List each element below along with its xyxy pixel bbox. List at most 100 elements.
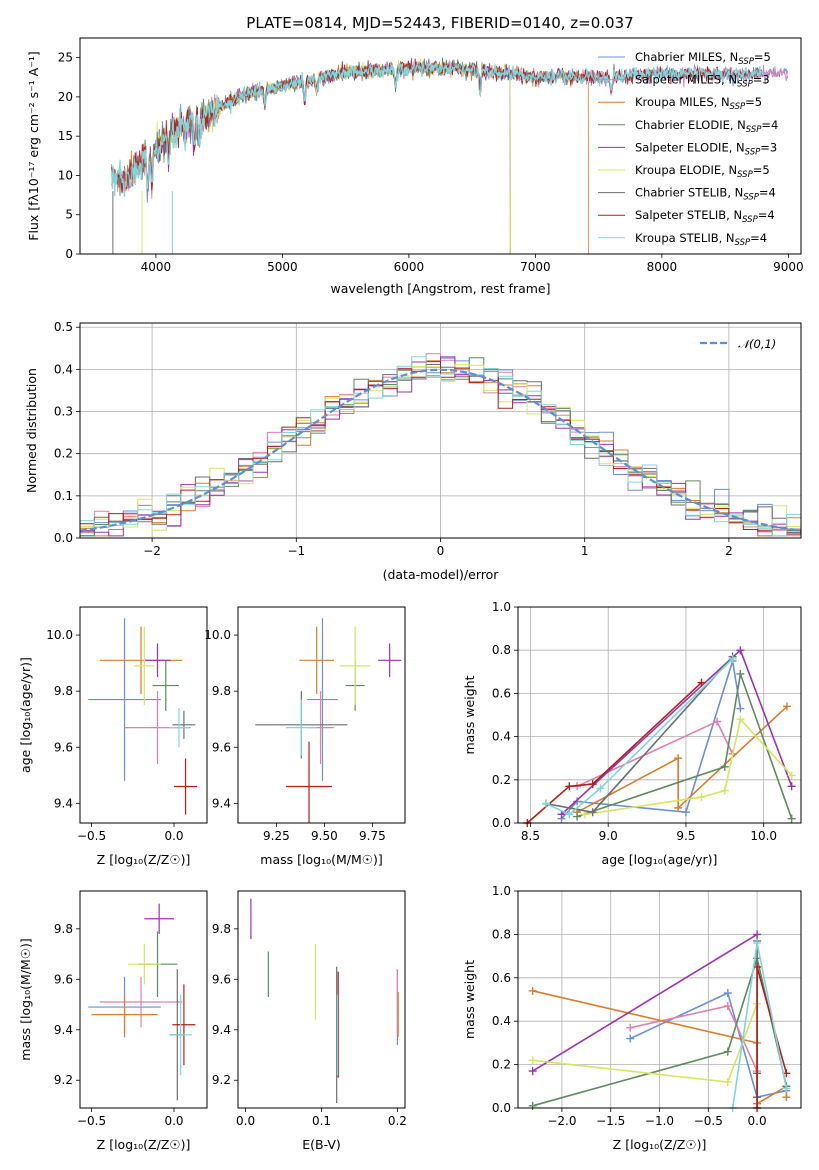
histogram-series — [80, 360, 801, 537]
mass-weight-marker — [723, 988, 732, 997]
x-axis-label: E(B-V) — [302, 1137, 341, 1152]
x-tick-label: −1.5 — [596, 1114, 625, 1128]
mass-weight-marker — [782, 1093, 791, 1102]
y-tick-label: 9.4 — [54, 1023, 73, 1037]
legend-label: 𝒩(0,1) — [738, 337, 776, 351]
mass-weight-line — [545, 656, 734, 814]
legend-label: Salpeter MILES, NSSP=3 — [635, 73, 770, 90]
spectrum-series-line — [141, 58, 511, 254]
errorbar-axes: −0.5 0.0 9.4 9.6 9.8 10.0 — [46, 628, 183, 843]
errorbar-axes: 0.0 0.1 0.2 9.2 9.4 9.6 9.8 — [212, 922, 407, 1128]
x-tick-label: 9.5 — [676, 829, 695, 843]
mass-weight-marker — [736, 646, 745, 655]
errorbar-points — [88, 618, 198, 815]
spectrum-series-line — [111, 61, 590, 254]
legend-label: Kroupa STELIB, NSSP=4 — [635, 231, 767, 248]
x-tick-label: 8000 — [647, 260, 678, 274]
errorbar-axes: −0.5 0.0 9.2 9.4 9.6 9.8 — [54, 922, 184, 1128]
y-tick-label: 10.0 — [46, 628, 73, 642]
axes-frame — [79, 37, 802, 255]
residual-legend: 𝒩(0,1) — [700, 337, 776, 351]
mass-weight-line — [532, 1003, 758, 1083]
residual-histograms — [80, 353, 801, 537]
errorbar-point — [339, 626, 371, 706]
y-tick-label: 0.4 — [492, 730, 511, 744]
errorbar-point — [285, 741, 333, 823]
mass-weight-marker — [720, 786, 729, 795]
x-tick-label: 4000 — [141, 260, 172, 274]
y-axis-label: Flux [fλ10⁻¹⁷ erg cm⁻² s⁻¹ A⁻¹] — [26, 51, 41, 240]
mass-weight-line — [545, 658, 734, 816]
x-axis-label: Z [log₁₀(Z/Z☉)] — [97, 1137, 191, 1152]
mass-weight-marker — [736, 704, 745, 713]
errorbar-point — [134, 626, 155, 706]
y-tick-label: 0.8 — [492, 643, 511, 657]
mass-weight-marker — [674, 754, 683, 763]
legend-label: Salpeter ELODIE, NSSP=3 — [635, 140, 777, 157]
x-tick-label: 9.50 — [311, 829, 338, 843]
errorbar-axes: 9.25 9.50 9.75 9.4 9.6 9.8 10.0 — [204, 628, 385, 843]
y-tick-label: 10.0 — [204, 628, 231, 642]
x-axis-label: (data-model)/error — [383, 567, 500, 582]
mass-weight-marker — [723, 1047, 732, 1056]
y-tick-label: 25 — [58, 51, 73, 65]
y-tick-label: 0.2 — [492, 773, 511, 787]
y-tick-label: 0.3 — [54, 405, 73, 419]
errorbar-point — [172, 710, 196, 739]
errorbar-point — [172, 984, 196, 1066]
errorbar-points — [88, 903, 196, 1101]
y-tick-label: 0.4 — [492, 1014, 511, 1028]
mass-weight-marker — [713, 717, 722, 726]
y-tick-label: 10 — [58, 168, 73, 182]
errorbar-points — [255, 618, 402, 823]
x-axis-label: age [log₁₀(age/yr)] — [602, 852, 718, 867]
errorbar-point — [169, 707, 189, 748]
histogram-series — [80, 356, 801, 537]
y-tick-label: 20 — [58, 90, 73, 104]
axes-frame — [79, 890, 208, 1109]
axes-frame — [79, 322, 802, 539]
x-axis-label: Z [log₁₀(Z/Z☉)] — [97, 852, 191, 867]
mass-weight-line — [532, 933, 758, 1072]
y-tick-label: 0.6 — [492, 686, 511, 700]
mass-weight-marker — [674, 803, 683, 812]
y-tick-label: 9.6 — [54, 972, 73, 986]
mass-weight-marker — [528, 1101, 537, 1110]
spectrum-series-line — [141, 57, 511, 254]
y-tick-label: 0.1 — [54, 489, 73, 503]
mass-weight-series — [523, 646, 796, 827]
spectrum-title: PLATE=0814, MJD=52443, FIBERID=0140, z=0… — [246, 14, 633, 32]
x-tick-label: 2 — [725, 544, 733, 558]
x-tick-label: −2.0 — [547, 1114, 576, 1128]
errorbar-point — [174, 758, 198, 815]
x-tick-label: 0.1 — [312, 1114, 331, 1128]
mass-weight-line — [560, 648, 793, 815]
y-tick-label: 0.2 — [54, 447, 73, 461]
spectrum-lines — [111, 57, 789, 254]
mass-weight-marker — [736, 715, 745, 724]
y-tick-label: 15 — [58, 129, 73, 143]
y-axis-label: Normed distribution — [24, 368, 39, 493]
mass-weight-marker — [528, 986, 537, 995]
y-tick-label: 9.6 — [54, 740, 73, 754]
mass-weight-line — [576, 670, 793, 819]
y-tick-label: 9.2 — [54, 1073, 73, 1087]
y-tick-label: 9.4 — [212, 796, 231, 810]
y-tick-label: 0.8 — [492, 927, 511, 941]
errorbar-point — [144, 643, 171, 678]
mass-weight-marker — [723, 1077, 732, 1086]
mass-weight-marker — [626, 1023, 635, 1032]
x-tick-label: 1 — [581, 544, 589, 558]
spectrum-series-line — [111, 60, 764, 197]
y-tick-label: 9.8 — [54, 922, 73, 936]
mass-weight-marker — [787, 782, 796, 791]
x-tick-label: 6000 — [394, 260, 425, 274]
y-tick-label: 9.6 — [212, 740, 231, 754]
x-axis-label: mass [log₁₀(M/M☉)] — [260, 852, 382, 867]
mass-weight-series — [528, 930, 791, 1112]
mass-weight-marker — [753, 939, 762, 948]
x-tick-label: 9.75 — [359, 829, 386, 843]
x-tick-label: 5000 — [267, 260, 298, 274]
errorbar-points — [250, 898, 399, 1103]
